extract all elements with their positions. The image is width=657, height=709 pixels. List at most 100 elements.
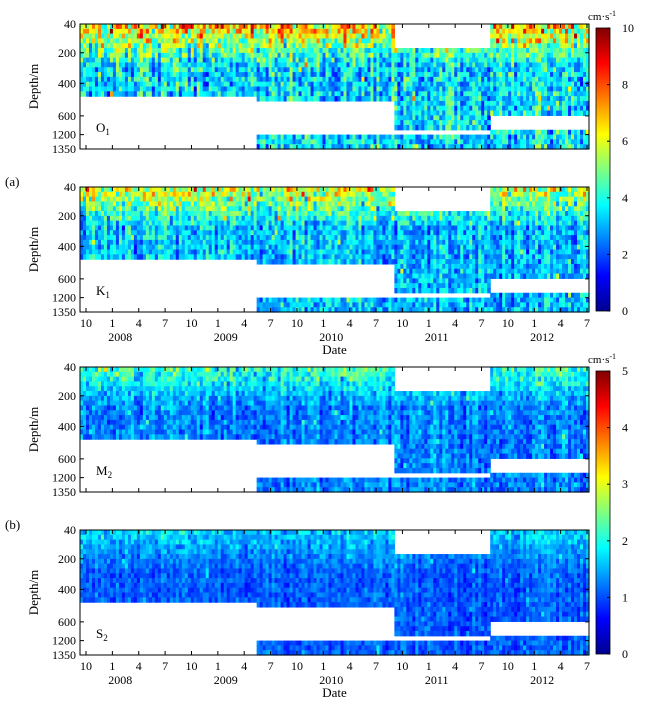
heat-cell bbox=[523, 28, 527, 35]
heat-cell bbox=[496, 96, 500, 102]
heat-cell bbox=[451, 76, 455, 83]
heat-cell bbox=[493, 67, 497, 73]
heat-cell bbox=[412, 67, 416, 73]
heat-cell bbox=[148, 38, 153, 44]
heat-cell bbox=[115, 230, 120, 236]
heat-cell bbox=[160, 254, 165, 260]
heat-cell bbox=[337, 52, 342, 59]
heat-cell bbox=[394, 134, 398, 140]
heat-cell bbox=[520, 38, 524, 44]
heat-cell bbox=[196, 206, 201, 212]
heat-cell bbox=[127, 244, 132, 251]
heat-cell bbox=[292, 91, 297, 97]
heat-cell bbox=[370, 43, 375, 49]
heat-cell bbox=[80, 220, 84, 227]
heat-cell bbox=[358, 206, 363, 212]
heat-cell bbox=[109, 225, 114, 231]
heat-cell bbox=[127, 57, 132, 64]
heat-cell bbox=[463, 110, 467, 116]
heat-cell bbox=[391, 206, 395, 212]
heat-cell bbox=[217, 211, 222, 217]
heat-cell bbox=[517, 105, 521, 112]
heat-cell bbox=[352, 134, 357, 140]
heat-cell bbox=[535, 91, 539, 97]
heat-cell bbox=[535, 33, 539, 40]
heat-cell bbox=[295, 259, 300, 265]
heat-cell bbox=[337, 211, 342, 217]
heat-cell bbox=[361, 215, 366, 222]
heat-cell bbox=[424, 86, 428, 92]
heat-cell bbox=[91, 33, 96, 40]
heat-cell bbox=[337, 48, 342, 54]
heat-cell bbox=[379, 220, 383, 227]
heat-cell bbox=[301, 62, 306, 68]
heat-cell bbox=[91, 28, 96, 35]
heat-cell bbox=[244, 225, 249, 231]
heat-cell bbox=[514, 76, 518, 83]
heat-cell bbox=[175, 230, 180, 236]
heat-cell bbox=[340, 33, 345, 40]
heat-cell bbox=[445, 86, 449, 92]
heat-cell bbox=[265, 139, 270, 145]
heat-cell bbox=[415, 139, 419, 145]
heat-cell bbox=[97, 24, 102, 30]
heat-cell bbox=[80, 215, 84, 222]
heat-cell bbox=[325, 28, 330, 35]
heat-cell bbox=[583, 100, 587, 107]
heat-cell bbox=[124, 244, 129, 251]
heat-cell bbox=[148, 249, 153, 255]
heat-cell bbox=[97, 201, 102, 207]
heat-cell bbox=[325, 33, 330, 40]
heat-cell bbox=[94, 57, 99, 64]
heat-cell bbox=[511, 28, 515, 35]
heat-cell bbox=[553, 91, 557, 97]
heat-cell bbox=[217, 215, 222, 222]
heat-cell bbox=[277, 43, 282, 49]
heat-cell bbox=[313, 52, 318, 59]
heat-cell bbox=[367, 144, 372, 150]
heat-cell bbox=[343, 297, 348, 303]
heat-cell bbox=[334, 76, 339, 83]
heat-cell bbox=[103, 220, 108, 227]
heat-cell bbox=[316, 220, 321, 227]
heat-cell bbox=[367, 33, 372, 40]
heat-cell bbox=[457, 120, 461, 126]
heat-cell bbox=[358, 139, 363, 145]
heat-cell bbox=[190, 239, 195, 246]
heat-cell bbox=[532, 62, 536, 68]
heat-cell bbox=[94, 211, 99, 217]
heat-cell bbox=[511, 96, 515, 102]
heat-cell bbox=[406, 48, 410, 54]
heat-cell bbox=[394, 244, 398, 251]
heat-cell bbox=[562, 52, 566, 59]
heat-cell bbox=[97, 86, 102, 92]
heat-cell bbox=[349, 134, 354, 140]
heat-cell bbox=[481, 120, 485, 126]
heat-cell bbox=[433, 67, 437, 73]
heat-cell bbox=[139, 33, 144, 40]
heat-cell bbox=[430, 139, 434, 145]
heat-cell bbox=[541, 24, 545, 30]
heat-cell bbox=[217, 91, 222, 97]
heat-cell bbox=[295, 62, 300, 68]
heat-cell bbox=[343, 134, 348, 140]
heat-cell bbox=[409, 120, 413, 126]
heat-cell bbox=[331, 139, 336, 145]
heat-cell bbox=[376, 43, 381, 49]
heat-cell bbox=[496, 76, 500, 83]
heat-cell bbox=[289, 91, 294, 97]
heat-cell bbox=[514, 33, 518, 40]
heat-cell bbox=[88, 52, 93, 59]
heat-cell bbox=[289, 254, 294, 260]
heat-cell bbox=[523, 33, 527, 40]
heat-cell bbox=[256, 67, 261, 73]
heat-cell bbox=[181, 230, 186, 236]
heat-cell bbox=[229, 211, 234, 217]
heat-cell bbox=[454, 52, 458, 59]
heat-cell bbox=[292, 259, 297, 265]
heat-cell bbox=[280, 235, 285, 241]
heat-cell bbox=[148, 191, 153, 198]
heat-cell bbox=[556, 52, 560, 59]
heat-cell bbox=[97, 72, 102, 78]
heat-cell bbox=[346, 220, 351, 227]
